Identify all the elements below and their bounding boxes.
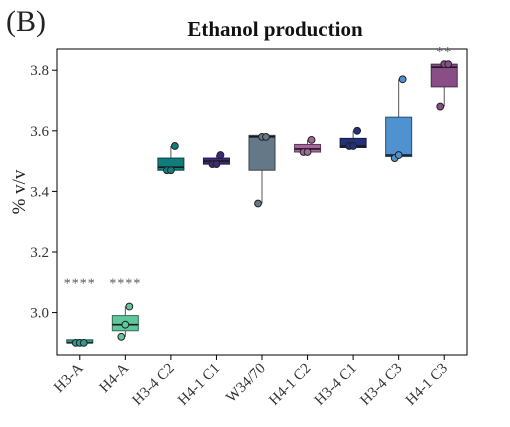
y-axis-title: % v/v: [9, 169, 30, 214]
x-tick-label: H3-4 C3: [357, 361, 405, 409]
y-tick-label: 3.2: [30, 245, 49, 261]
box-group: [294, 135, 322, 156]
data-point: [436, 102, 445, 111]
data-point: [254, 199, 262, 208]
x-tick-label: H4-A: [97, 360, 133, 396]
x-tick-label: H3-4 C2: [130, 361, 178, 409]
x-tick-label: H3-4 C1: [312, 361, 360, 409]
x-tick-label: H4-1 C2: [266, 361, 314, 409]
box-group: ****: [109, 276, 141, 341]
y-tick-label: 3.0: [30, 306, 49, 322]
chart-title: Ethanol production: [187, 17, 363, 41]
data-point: [444, 60, 453, 69]
data-point: [121, 320, 130, 329]
data-point: [349, 142, 358, 150]
y-tick-label: 3.8: [30, 63, 49, 79]
box-group: [385, 75, 413, 162]
box-group: [248, 132, 276, 208]
data-point: [398, 75, 407, 84]
x-tick-label: H4-1 C1: [175, 361, 223, 409]
data-point: [166, 166, 175, 175]
box-group: ****: [64, 276, 96, 347]
significance-label: ****: [109, 276, 141, 291]
box-iqr: [385, 116, 413, 158]
x-tick-label: H4-1 C3: [403, 361, 451, 409]
x-tick-label: H3-A: [51, 360, 87, 396]
box-group: [339, 126, 367, 150]
significance-label: ****: [64, 276, 96, 291]
data-point: [262, 132, 270, 141]
box-iqr: [248, 134, 276, 171]
box-group: [202, 151, 230, 169]
data-point: [212, 160, 221, 169]
data-point: [353, 126, 362, 135]
significance-label: **: [436, 45, 452, 60]
y-axis: 3.0 3.2 3.4 3.6 3.8: [30, 63, 57, 322]
data-point: [307, 135, 316, 144]
data-point: [303, 148, 312, 156]
y-tick-label: 3.6: [30, 124, 49, 140]
box-group: **: [430, 45, 458, 111]
data-point: [216, 151, 225, 159]
data-point: [125, 302, 134, 311]
data-point: [117, 332, 126, 341]
y-tick-label: 3.4: [30, 184, 49, 200]
box-series: **** ******: [64, 45, 458, 347]
box-group: [157, 142, 185, 175]
data-point: [394, 151, 403, 159]
data-point: [79, 338, 88, 347]
x-tick-label: W34/70: [223, 361, 268, 406]
data-point: [170, 142, 179, 150]
panel-label: (B): [6, 5, 46, 38]
